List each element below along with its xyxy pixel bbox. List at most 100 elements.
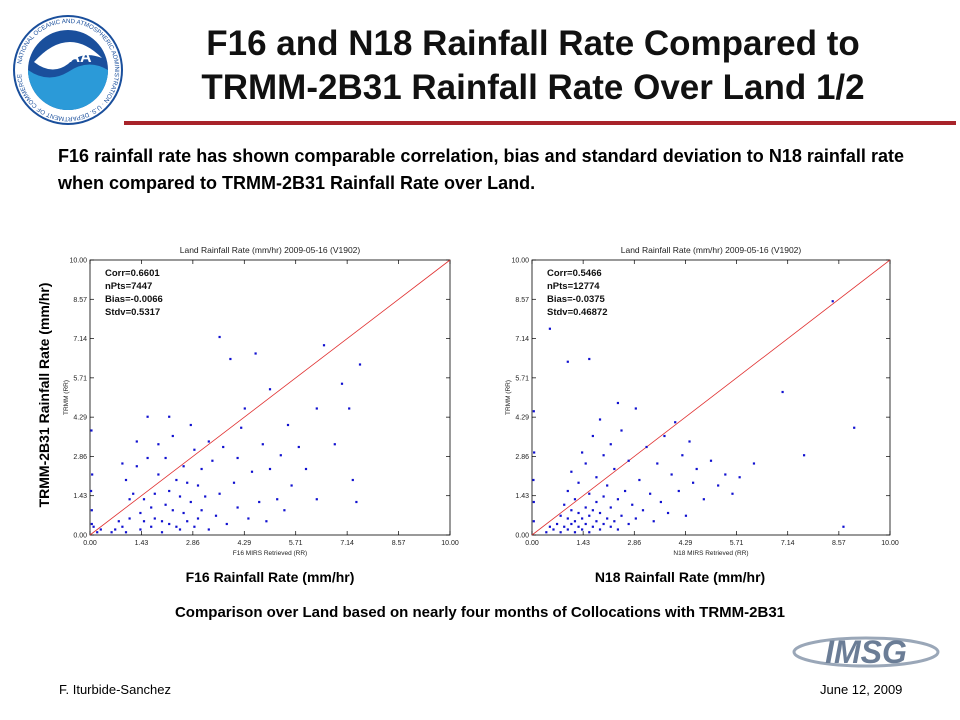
data-point xyxy=(752,462,756,465)
data-point xyxy=(297,445,300,449)
data-point xyxy=(842,525,845,528)
y-tick-label: 1.43 xyxy=(73,493,87,500)
data-point xyxy=(634,517,637,520)
data-point xyxy=(258,500,261,504)
inner-y-axis-label: TRMM (RR) xyxy=(63,380,70,415)
data-point xyxy=(577,525,580,528)
data-point xyxy=(340,382,344,385)
x-tick-label: 10.00 xyxy=(881,540,899,547)
data-point xyxy=(532,410,535,413)
title-rule xyxy=(124,121,956,125)
data-point xyxy=(160,520,164,523)
y-tick-label: 0.00 xyxy=(515,533,529,540)
data-point xyxy=(196,517,200,520)
stats-label: Stdv=0.46872 xyxy=(547,307,607,318)
imsg-logo: IMSG xyxy=(792,634,940,670)
data-point xyxy=(261,443,264,446)
data-point xyxy=(351,478,354,482)
data-point xyxy=(196,484,200,487)
x-tick-label: 4.29 xyxy=(679,540,693,547)
data-point xyxy=(175,525,178,528)
imsg-logo-text: IMSG xyxy=(825,634,907,670)
title-line-2: TRMM-2B31 Rainfall Rate Over Land 1/2 xyxy=(201,68,865,107)
data-point xyxy=(581,517,584,520)
data-point xyxy=(236,456,239,460)
data-point xyxy=(555,522,559,526)
data-point xyxy=(566,489,569,493)
data-point xyxy=(573,520,577,523)
y-tick-label: 4.29 xyxy=(73,415,87,422)
data-point xyxy=(674,421,677,424)
x-tick-label: 2.86 xyxy=(186,540,200,547)
data-point xyxy=(200,509,203,512)
scatter-plot-n18: Land Rainfall Rate (mm/hr) 2009-05-16 (V… xyxy=(505,245,899,557)
data-point xyxy=(581,528,584,531)
data-point xyxy=(168,522,171,526)
data-point xyxy=(225,522,228,526)
y-tick-label: 8.57 xyxy=(73,297,87,304)
data-point xyxy=(606,484,609,487)
data-point xyxy=(853,426,856,429)
data-point xyxy=(566,528,569,531)
data-point xyxy=(588,531,591,534)
data-point xyxy=(649,492,652,495)
data-point xyxy=(548,525,551,528)
data-point xyxy=(609,525,612,528)
data-point xyxy=(268,467,272,471)
data-point xyxy=(218,492,221,495)
data-point xyxy=(581,451,584,454)
y-tick-label: 10.00 xyxy=(69,258,87,265)
data-point xyxy=(124,478,128,482)
y-tick-label: 5.71 xyxy=(515,375,529,382)
data-point xyxy=(609,506,612,509)
data-point xyxy=(548,327,551,330)
scatter-plot-f16: Land Rainfall Rate (mm/hr) 2009-05-16 (V… xyxy=(63,245,459,557)
chart-title: Land Rainfall Rate (mm/hr) 2009-05-16 (V… xyxy=(180,245,361,255)
x-tick-label: 0.00 xyxy=(525,540,539,547)
x-tick-label: 4.29 xyxy=(237,540,251,547)
y-tick-label: 5.71 xyxy=(73,375,87,382)
data-point xyxy=(146,456,149,460)
data-point xyxy=(243,407,246,410)
data-point xyxy=(602,454,605,457)
data-point xyxy=(731,492,734,495)
data-point xyxy=(598,511,602,515)
data-point xyxy=(214,514,218,517)
data-point xyxy=(588,357,591,361)
data-point xyxy=(348,407,351,410)
data-point xyxy=(670,473,673,476)
data-point xyxy=(207,528,210,531)
data-point xyxy=(304,467,308,471)
data-point xyxy=(150,525,153,528)
data-point xyxy=(182,511,185,515)
x-tick-label: 5.71 xyxy=(289,540,303,547)
y-tick-label: 0.00 xyxy=(73,533,87,540)
data-point xyxy=(609,443,612,446)
data-point xyxy=(171,434,174,438)
data-point xyxy=(656,462,659,465)
data-point xyxy=(218,335,221,339)
data-point xyxy=(588,492,591,495)
data-point xyxy=(135,440,138,443)
data-point xyxy=(92,525,95,528)
data-point xyxy=(240,426,243,429)
data-point xyxy=(139,528,142,531)
data-point xyxy=(89,489,93,493)
data-point xyxy=(168,415,171,418)
data-point xyxy=(128,517,131,520)
n18-x-axis-label: N18 Rainfall Rate (mm/hr) xyxy=(594,569,766,585)
data-point xyxy=(595,500,598,504)
data-point xyxy=(613,467,616,471)
data-point xyxy=(157,473,160,476)
data-point xyxy=(186,481,189,484)
data-point xyxy=(724,473,727,476)
data-point xyxy=(631,503,634,506)
caption: Comparison over Land based on nearly fou… xyxy=(174,604,786,621)
stats-label: Corr=0.5466 xyxy=(547,268,602,279)
data-point xyxy=(121,525,124,528)
data-point xyxy=(677,489,680,493)
data-point xyxy=(128,498,131,501)
data-point xyxy=(623,489,627,493)
data-point xyxy=(573,531,577,534)
data-point xyxy=(573,498,577,501)
